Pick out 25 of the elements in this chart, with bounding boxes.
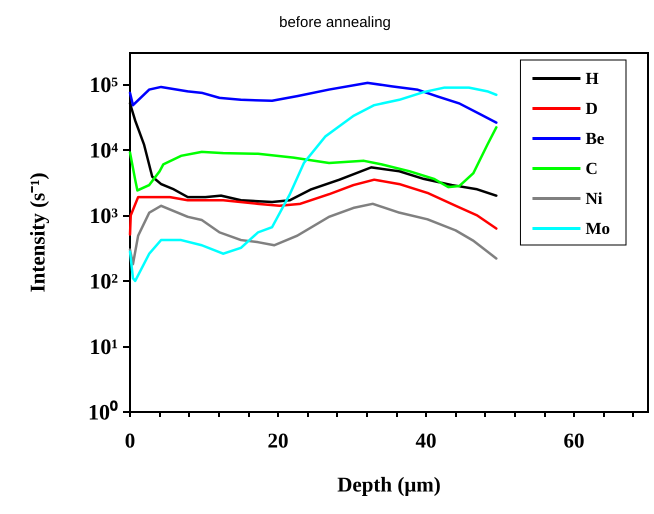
line-series [128, 102, 498, 204]
x-tick-label: 60 [564, 428, 584, 452]
y-tick-label: 10² [89, 268, 118, 294]
line-series [128, 202, 498, 266]
legend-label: D [585, 99, 598, 118]
x-tick-label: 0 [124, 428, 136, 452]
legend-label: Be [585, 129, 605, 148]
x-tick-label: 20 [268, 428, 288, 452]
legend-label: Ni [585, 189, 603, 208]
legend-label: H [585, 69, 599, 88]
y-tick-label: 10⁵ [89, 72, 118, 97]
x-tick-label: 40 [416, 428, 436, 452]
legend-label: Mo [585, 219, 610, 238]
legend-label: C [585, 159, 598, 178]
y-tick-label: 10³ [89, 202, 118, 228]
chart-title: before annealing [279, 14, 391, 31]
line-series [128, 82, 498, 124]
y-tick-label: 10¹ [89, 334, 118, 359]
line-series [128, 86, 498, 282]
y-tick-label: 10⁴ [89, 137, 118, 162]
y-tick-label: 10⁰ [88, 400, 118, 424]
line-series [128, 126, 498, 192]
line-series [128, 178, 498, 236]
y-axis-title: Intensity (s⁻¹) [26, 172, 50, 293]
x-axis-title: Depth (μm) [337, 472, 441, 496]
